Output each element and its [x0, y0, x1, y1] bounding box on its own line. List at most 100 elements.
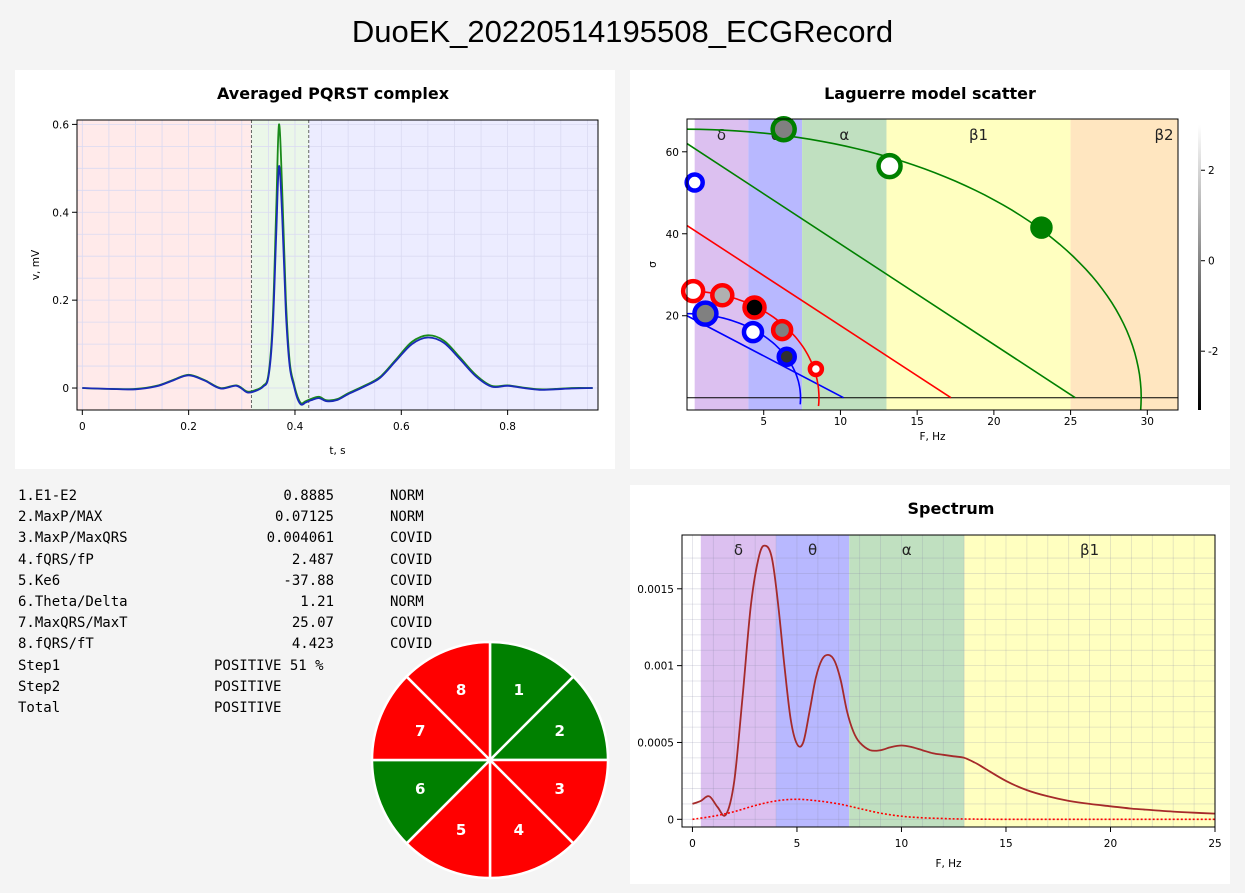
result-value: 0.8885 [283, 488, 334, 504]
pqrst-ylabel: v, mV [30, 249, 42, 280]
laguerre-point-3 [1030, 216, 1053, 239]
result-name: 6.Theta/Delta [18, 593, 128, 610]
laguerre-band-4 [1070, 119, 1178, 410]
laguerre-ytick-label: 40 [666, 229, 679, 241]
pqrst-xtick-label: 0 [79, 421, 86, 433]
laguerre-title: Laguerre model scatter [824, 84, 1036, 103]
laguerre-point-4 [680, 278, 706, 304]
spectrum-chart: Spectrum δ θ α β1 0 5 10 15 20 25 0 0.0005 0.001 0.001… [637, 499, 1221, 870]
laguerre-line-1 [686, 224, 952, 399]
result-status: COVID [390, 615, 433, 632]
step-value: POSITIVE [214, 678, 282, 695]
result-name: 7.MaxQRS/MaxT [18, 615, 128, 632]
laguerre-xtick-label: 15 [910, 416, 923, 428]
pqrst-frame [76, 119, 599, 411]
laguerre-point-9 [692, 300, 719, 327]
pie-slice-1 [488, 640, 576, 764]
pqrst-region-1 [251, 120, 309, 410]
pie-slice-2 [486, 674, 610, 762]
pie-slice-4 [488, 756, 576, 880]
laguerre-xtick-label: 10 [834, 416, 847, 428]
pqrst-ytick-label: 0.4 [52, 207, 69, 219]
laguerre-band-label: δ [717, 126, 726, 144]
spectrum-xtick-label: 25 [1208, 838, 1221, 850]
laguerre-point-2 [876, 152, 903, 180]
pie-slice-7 [370, 674, 494, 762]
pie-label-7: 7 [415, 722, 425, 740]
step-value: POSITIVE 51 % [214, 657, 324, 674]
result-value: 4.423 [291, 636, 334, 653]
laguerre-point-10 [741, 320, 765, 344]
spectrum-xtick-label: 0 [689, 838, 696, 850]
spectrum-ytick-label: 0.0015 [637, 584, 674, 596]
laguerre-xtick-label: 20 [987, 416, 1000, 428]
spectrum-band-label: θ [808, 541, 817, 559]
spectrum-xtick-label: 5 [794, 838, 801, 850]
laguerre-ytick-label: 60 [666, 147, 679, 159]
result-status: COVID [390, 551, 433, 568]
step-name: Step2 [18, 678, 61, 695]
pqrst-xtick-label: 0.8 [499, 421, 516, 433]
pqrst-ytick-label: 0.2 [52, 295, 69, 307]
spectrum-band-0 [700, 535, 777, 827]
laguerre-band-label: α [839, 126, 849, 144]
result-value: 2.487 [291, 551, 334, 568]
spectrum-xtick-label: 15 [999, 838, 1012, 850]
result-status: COVID [390, 530, 433, 547]
step-name: Total [18, 699, 61, 716]
result-value: 0.004061 [266, 530, 334, 547]
result-status: COVID [390, 572, 433, 589]
laguerre-frame [686, 118, 1179, 411]
laguerre-point-5 [710, 282, 735, 308]
laguerre-xlabel: F, Hz [919, 431, 946, 443]
spectrum-xtick-label: 10 [895, 838, 908, 850]
result-name: 8.fQRS/fT [18, 636, 94, 653]
laguerre-ylabel: σ [647, 261, 659, 268]
pie-label-3: 3 [555, 780, 565, 798]
laguerre-band-0 [694, 119, 749, 410]
colorbar-tick-label: 0 [1208, 256, 1215, 268]
colorbar-tick-label: 2 [1208, 165, 1215, 177]
spectrum-frame [681, 534, 1216, 828]
colorbar-tick-label: -2 [1208, 346, 1218, 358]
laguerre-point-7 [770, 318, 794, 342]
laguerre-xtick-label: 30 [1141, 416, 1154, 428]
result-status: NORM [390, 488, 424, 504]
pqrst-title: Averaged PQRST complex [217, 84, 450, 103]
pie-slice-8 [404, 640, 492, 764]
result-value: 0.07125 [274, 509, 334, 526]
score-pie-chart: 1 2 3 4 5 6 7 8 [370, 640, 610, 880]
result-value: -37.88 [283, 572, 334, 589]
pie-label-5: 5 [456, 821, 466, 839]
laguerre-curve-0 [687, 128, 1143, 410]
laguerre-xtick-label: 5 [760, 416, 767, 428]
laguerre-band-label: β1 [969, 126, 988, 144]
pqrst-series-1 [82, 165, 593, 406]
page-title: DuoEK_20220514195508_ECGRecord [351, 14, 894, 49]
spectrum-xtick-label: 20 [1104, 838, 1117, 850]
pie-label-1: 1 [514, 681, 524, 699]
laguerre-panel: Laguerre model scatterδθαβ1β251015202530… [630, 70, 1230, 469]
spectrum-series-0 [692, 544, 1216, 817]
laguerre-chart: Laguerre model scatterδθαβ1β251015202530… [647, 84, 1218, 443]
spectrum-ytick-label: 0 [667, 814, 674, 826]
pie-label-2: 2 [555, 722, 565, 740]
pqrst-xlabel: t, s [329, 445, 345, 457]
laguerre-band-3 [886, 119, 1071, 410]
pqrst-ytick-label: 0.6 [52, 119, 69, 131]
laguerre-point-11 [776, 346, 797, 367]
laguerre-ytick-label: 20 [666, 311, 679, 323]
pie-label-8: 8 [456, 681, 466, 699]
laguerre-point-8 [807, 360, 825, 378]
result-name: 3.MaxP/MaxQRS [18, 530, 128, 547]
pqrst-panel: Averaged PQRST complex 0 0.2 0.4 0.6 0.8 0 0.2 0… [15, 70, 615, 469]
laguerre-xtick-label: 25 [1064, 416, 1077, 428]
colorbar [1198, 125, 1201, 410]
pie-label-4: 4 [514, 821, 524, 839]
result-value: 25.07 [291, 615, 334, 632]
laguerre-line-0 [686, 142, 1076, 399]
spectrum-panel: Spectrum δ θ α β1 0 5 10 15 20 25 0 0.0005 0.001 0.001… [630, 485, 1230, 884]
score-pie: 1 2 3 4 5 6 7 8 [368, 638, 612, 886]
result-value: 1.21 [300, 593, 334, 610]
spectrum-band-label: δ [734, 541, 743, 559]
